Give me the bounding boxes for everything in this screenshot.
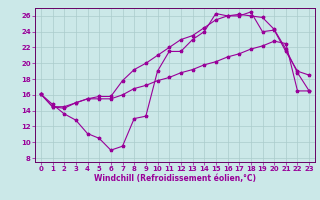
- X-axis label: Windchill (Refroidissement éolien,°C): Windchill (Refroidissement éolien,°C): [94, 174, 256, 183]
